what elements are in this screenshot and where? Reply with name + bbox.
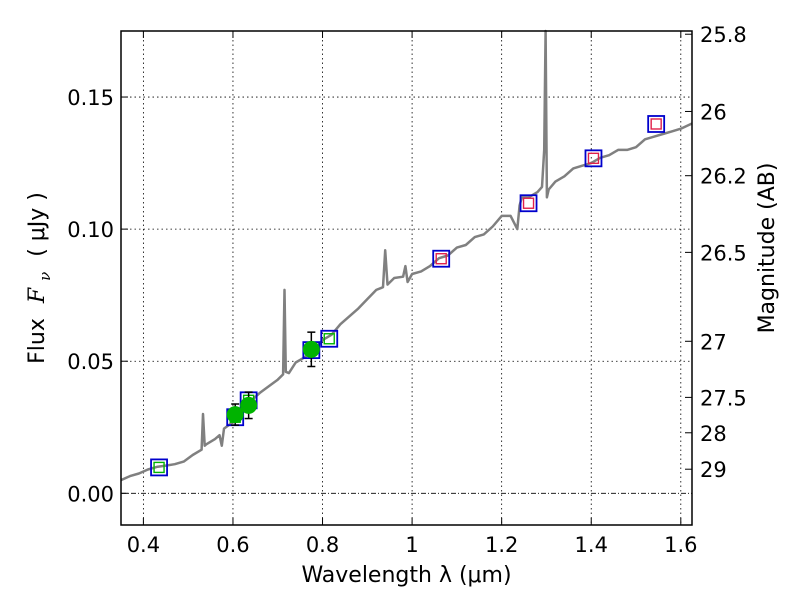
x-tick-label: 0.8 [306, 533, 339, 557]
plot-area [120, 29, 693, 482]
observed-photometry-point [302, 340, 320, 358]
y2-axis-label: Magnitude (AB) [755, 163, 780, 334]
x-tick-label: 1 [405, 533, 418, 557]
spectrum-line [120, 29, 693, 482]
y-tick-label: 0.10 [67, 218, 114, 242]
model-photometry-inner [323, 333, 335, 345]
model-photometry-square [519, 194, 538, 213]
axis-ticks: 0.4 0.6 0.8 1 1.2 1.4 1.6 0.00 0.05 0.10 0.15 25.8 2… [67, 23, 747, 557]
y-axis-label-unit: ( μJy ) [25, 192, 50, 257]
model-photometry-square [647, 115, 666, 133]
grid-lines [121, 31, 692, 525]
model-photometry-square [584, 149, 603, 168]
x-tick-label: 1.4 [575, 533, 608, 557]
mag-tick-label: 27.5 [700, 386, 747, 410]
model-photometry-inner [153, 461, 165, 474]
x-tick-label: 1.2 [485, 533, 518, 557]
model-photometry-inner [435, 253, 447, 265]
mag-tick-label: 26.2 [700, 165, 747, 189]
markers [150, 115, 666, 477]
y-axis-label-symbol: F [25, 287, 50, 304]
observed-photometry-point [240, 396, 258, 414]
model-photometry-square [150, 458, 168, 477]
x-tick-label: 0.4 [127, 533, 160, 557]
model-photometry-square [432, 249, 451, 268]
mag-tick-label: 28 [700, 422, 727, 446]
mag-tick-label: 27 [700, 330, 727, 354]
y-axis-label-prefix: Flux [25, 318, 50, 364]
mag-tick-label: 29 [700, 458, 727, 482]
y-axis-label-subscript: ν [36, 272, 54, 281]
model-photometry-inner [522, 197, 535, 209]
plot-frame [120, 30, 693, 526]
mag-tick-label: 26.5 [700, 241, 747, 265]
y-tick-label: 0.15 [67, 86, 114, 110]
y-tick-label: 0.05 [67, 350, 114, 374]
x-tick-label: 1.6 [664, 533, 697, 557]
mag-tick-label: 25.8 [700, 23, 747, 47]
y-axis-label: Flux F ν ( μJy ) [25, 192, 56, 364]
model-photometry-inner [650, 118, 662, 130]
x-tick-label: 0.6 [216, 533, 249, 557]
model-photometry-square [320, 329, 339, 348]
model-photometry-inner [587, 152, 600, 165]
x-axis-label: Wavelength λ (μm) [301, 563, 511, 588]
y-tick-label: 0.00 [67, 482, 114, 506]
mag-tick-label: 26 [700, 100, 727, 124]
observed-photometry-point [226, 406, 244, 424]
